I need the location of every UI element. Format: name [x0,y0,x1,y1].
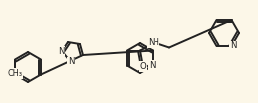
Text: N: N [149,61,155,70]
Text: O: O [140,62,146,71]
Text: N: N [148,38,154,47]
Text: CH₃: CH₃ [7,69,22,78]
Text: N: N [68,57,74,67]
Text: N: N [58,46,64,56]
Text: H: H [152,38,158,47]
Text: N: N [230,42,237,50]
